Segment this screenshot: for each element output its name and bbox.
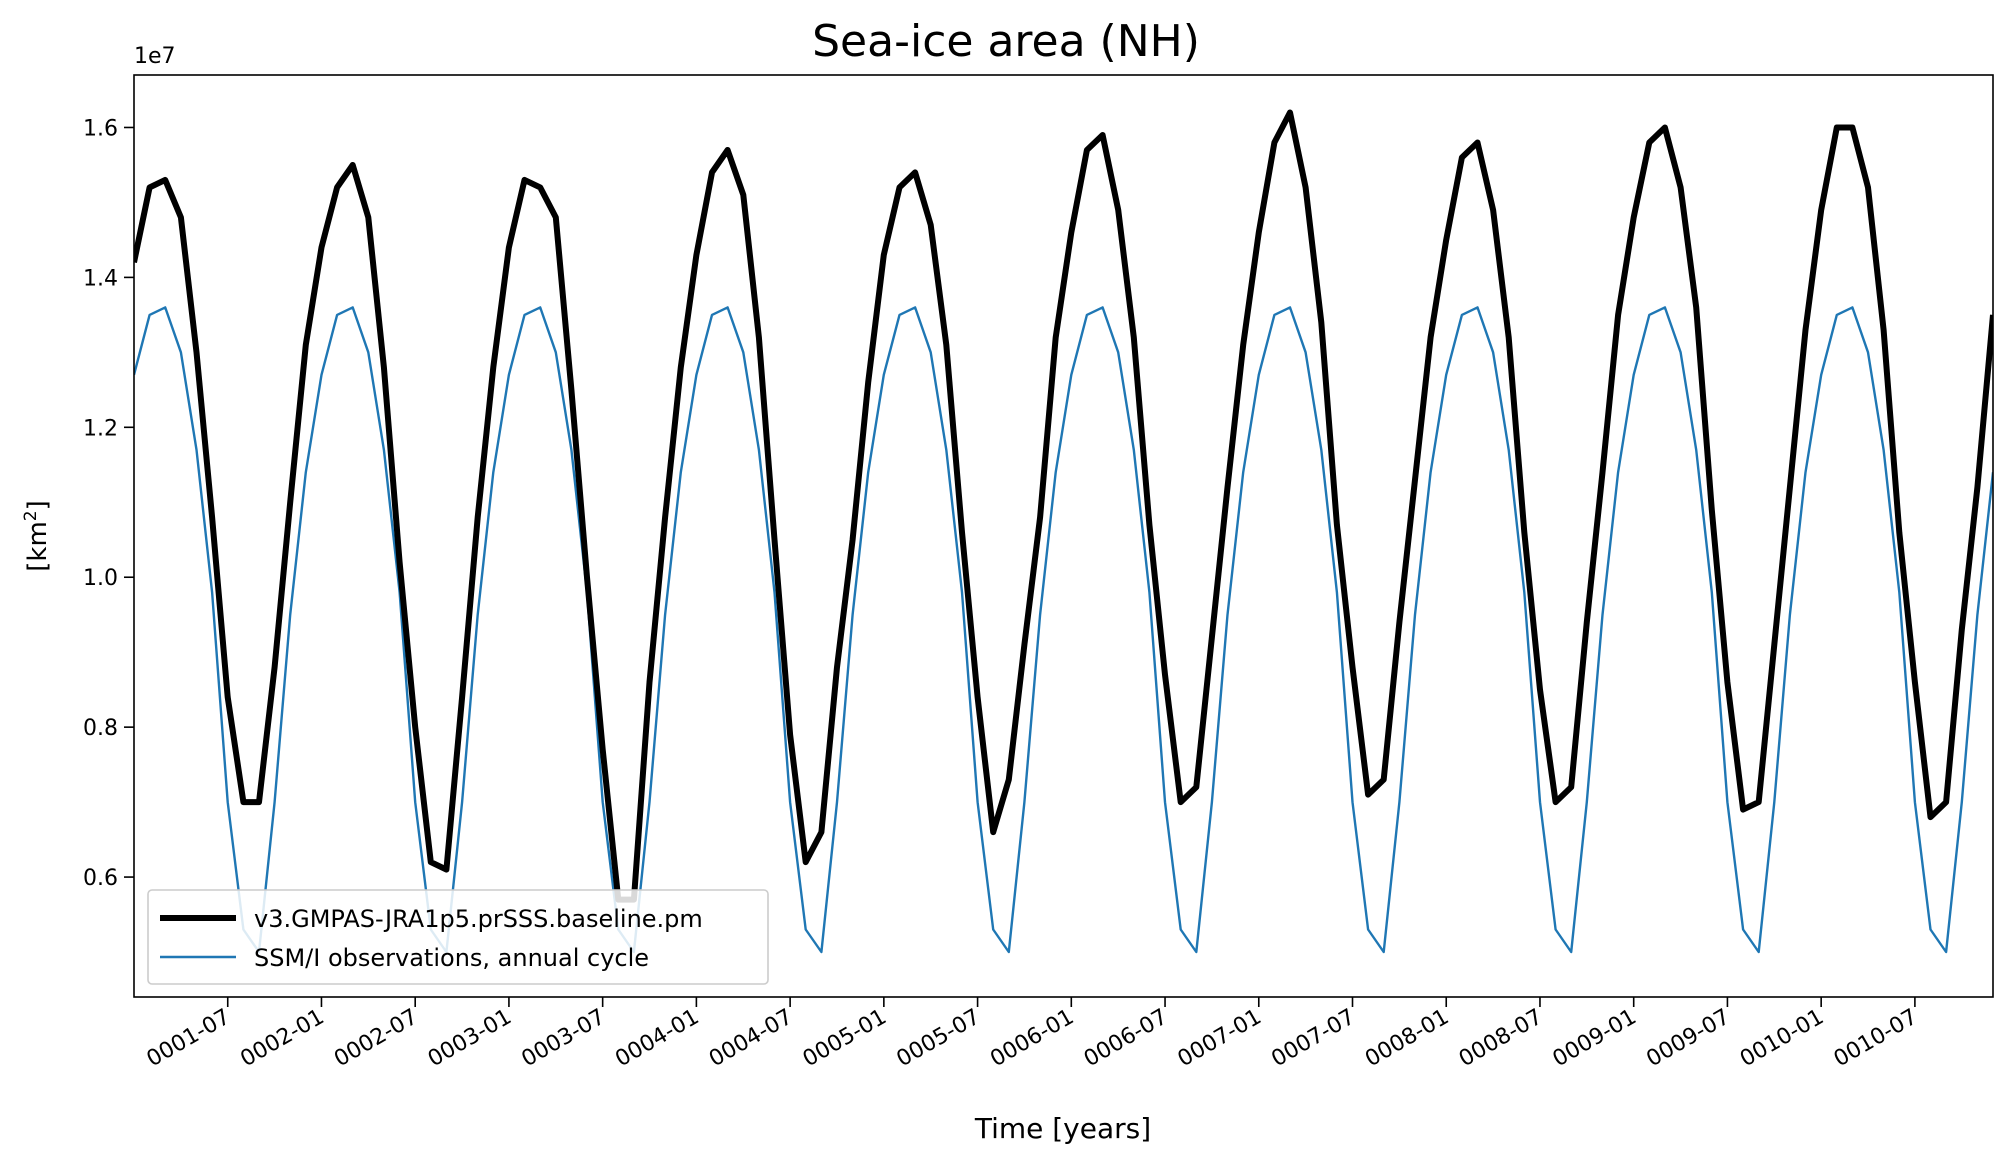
y-axis-label: [km2] [21, 500, 53, 572]
y-tick-label: 1.2 [83, 416, 118, 441]
y-tick-label: 0.8 [83, 716, 118, 741]
y-tick-label: 1.0 [83, 566, 118, 591]
legend-frame [147, 889, 769, 985]
y-scale-label: 1e7 [134, 44, 176, 69]
svg-text:[km2]: [km2] [21, 500, 53, 572]
legend-label-model: v3.GMPAS-JRA1p5.prSSS.baseline.pm [254, 905, 703, 933]
y-tick-label: 1.6 [83, 116, 118, 141]
legend: v3.GMPAS-JRA1p5.prSSS.baseline.pm SSM/I … [147, 889, 769, 985]
x-axis-label: Time [years] [974, 1112, 1151, 1145]
plot-frame [133, 74, 1994, 998]
y-tick-label: 1.4 [83, 266, 118, 291]
series-line-model [134, 109, 1993, 903]
y-tick-label: 0.6 [83, 866, 118, 891]
y-axis: 0.6 0.8 1.0 1.2 1.4 1.6 [83, 116, 134, 891]
legend-label-observations: SSM/I observations, annual cycle [254, 944, 649, 972]
chart-title: Sea-ice area (NH) [812, 16, 1200, 67]
